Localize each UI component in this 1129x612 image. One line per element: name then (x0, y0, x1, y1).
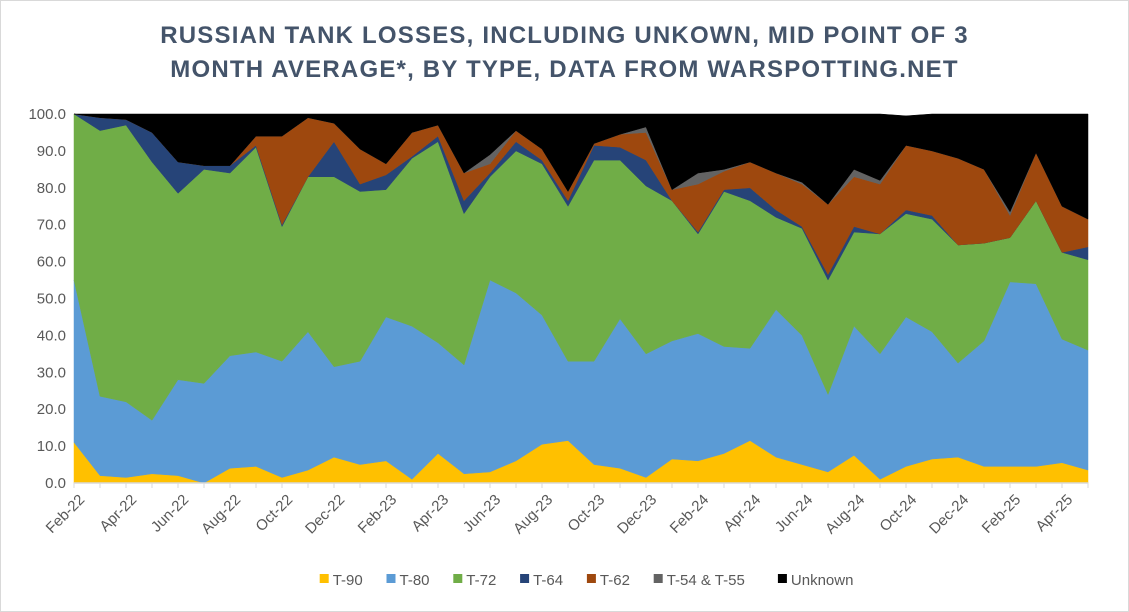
x-tick-label: Apr-22 (96, 491, 140, 535)
legend-swatch (453, 574, 463, 583)
y-tick-label: 40.0 (37, 327, 66, 344)
x-tick-label: Dec-24 (926, 491, 972, 537)
x-tick-label: Aug-23 (510, 491, 556, 537)
y-tick-label: 30.0 (37, 364, 66, 381)
legend-label: Unknown (791, 572, 854, 589)
area-unknown (73, 113, 1089, 220)
x-tick-label: Feb-24 (667, 491, 713, 537)
x-tick-label: Jun-23 (460, 491, 504, 535)
x-tick-label: Dec-23 (614, 491, 660, 537)
y-tick-label: 60.0 (37, 254, 66, 271)
x-tick-label: Jun-22 (148, 491, 192, 535)
legend-swatch (386, 574, 396, 583)
x-tick-label: Oct-24 (876, 491, 920, 535)
legend-item-t-90: T-90 (319, 572, 363, 589)
legend-label: T-72 (466, 572, 496, 589)
legend-label: T-80 (400, 572, 430, 589)
legend-swatch (653, 574, 663, 583)
legend-swatch (319, 574, 329, 583)
legend-item-t-80: T-80 (386, 572, 430, 589)
y-tick-label: 70.0 (37, 217, 66, 234)
x-tick-label: Dec-22 (302, 491, 348, 537)
legend-item-t-72: T-72 (453, 572, 496, 589)
y-tick-label: 80.0 (37, 180, 66, 197)
legend: T-90 T-80 T-72 T-64 T-62 T-54 & T-55 Unknown (319, 572, 854, 589)
legend-item-unknown: Unknown (777, 572, 854, 589)
legend-label: T-62 (600, 572, 630, 589)
x-tick-label: Jun-24 (772, 491, 816, 535)
x-tick-label: Oct-22 (252, 491, 296, 535)
x-tick-label: Apr-24 (720, 491, 764, 535)
legend-label: T-64 (533, 572, 563, 589)
chart-title-line-1: RUSSIAN TANK LOSSES, INCLUDING UNKOWN, M… (160, 22, 969, 49)
y-tick-label: 90.0 (37, 143, 66, 160)
x-tick-label: Oct-23 (564, 491, 608, 535)
x-tick-label: Feb-22 (43, 491, 89, 537)
x-tick-label: Apr-25 (1032, 491, 1076, 535)
chart-title-line-2: MONTH AVERAGE*, BY TYPE, DATA FROM WARSP… (170, 56, 959, 83)
legend-swatch (777, 574, 787, 583)
y-tick-label: 0.0 (45, 475, 66, 492)
x-tick-label: Feb-25 (979, 491, 1025, 537)
legend-swatch (520, 574, 530, 583)
y-tick-label: 20.0 (37, 401, 66, 418)
legend-item-t-62: T-62 (586, 572, 630, 589)
y-tick-label: 100.0 (28, 106, 66, 123)
x-tick-label: Aug-22 (198, 491, 244, 537)
legend-item-t-64: T-64 (520, 572, 563, 589)
y-tick-label: 50.0 (37, 291, 66, 308)
x-tick-label: Feb-23 (355, 491, 401, 537)
x-tick-label: Apr-23 (408, 491, 452, 535)
legend-swatch (586, 574, 596, 583)
legend-item-t-54-t-55: T-54 & T-55 (653, 572, 745, 589)
area-layers (73, 113, 1089, 484)
y-tick-label: 10.0 (37, 438, 66, 455)
legend-label: T-90 (333, 572, 363, 589)
legend-label: T-54 & T-55 (667, 572, 745, 589)
x-tick-label: Aug-24 (822, 491, 868, 537)
